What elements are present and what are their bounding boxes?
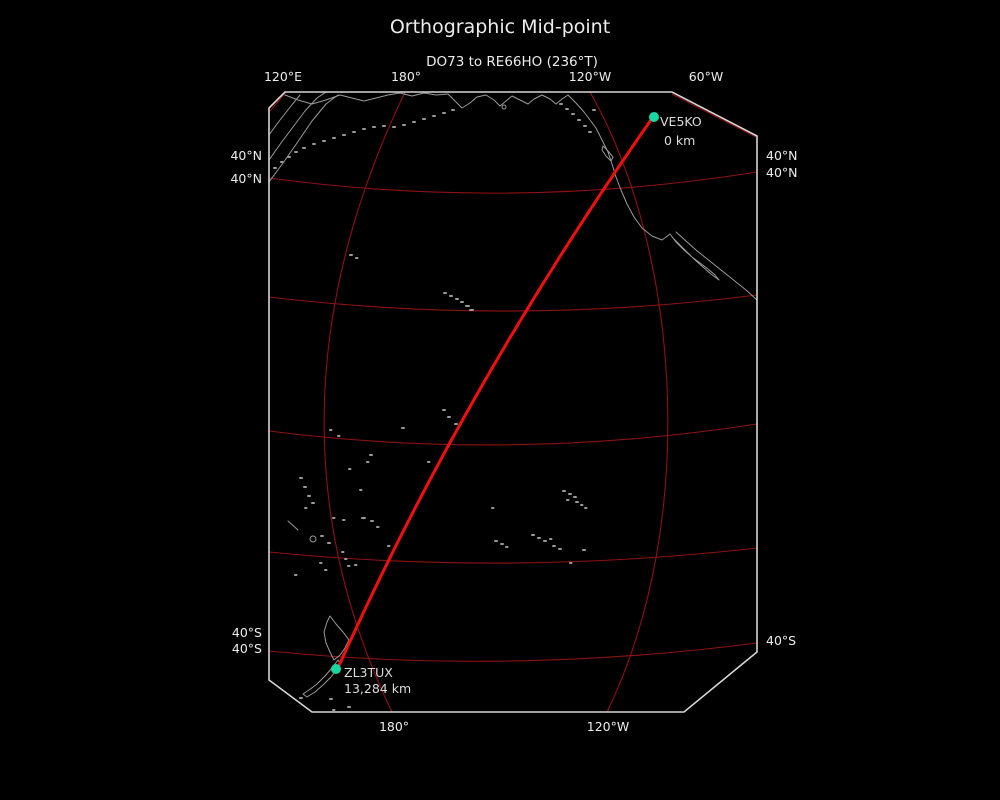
- axis-label-right-40n-a: 40°N: [766, 148, 798, 163]
- station-distance: 0 km: [664, 133, 695, 148]
- station-ve5ko: VE5KO 0 km: [649, 112, 702, 148]
- baja-peninsula: [669, 233, 720, 281]
- polynesia-dots: [494, 490, 588, 564]
- map-content: [269, 92, 757, 712]
- island-dots-layer: [273, 103, 596, 711]
- axis-label-right-40s: 40°S: [766, 633, 796, 648]
- station-marker-icon: [331, 664, 341, 674]
- coastline-layer: [269, 92, 757, 698]
- coastline-path: [567, 94, 597, 129]
- parallel-equator: [269, 423, 757, 446]
- kodiak-island: [501, 104, 507, 110]
- axis-label-bottom-180: 180°: [379, 719, 409, 734]
- se-alaska-dots: [559, 103, 596, 133]
- station-callsign: VE5KO: [660, 114, 702, 129]
- station-distance: 13,284 km: [344, 681, 411, 696]
- axis-label-top-120w: 120°W: [569, 69, 611, 84]
- meridian-120e: [269, 92, 287, 112]
- nz-outlier-dots: [299, 697, 351, 711]
- coastline-path: [269, 94, 339, 183]
- coastline-path: [269, 92, 327, 161]
- parallel-20s: [269, 547, 757, 564]
- coastline-path: [447, 93, 569, 109]
- axis-label-right-40n-b: 40°N: [766, 165, 798, 180]
- axis-label-left-40n-b: 40°N: [230, 171, 262, 186]
- meridian-120w: [589, 92, 669, 712]
- coastline-path: [269, 94, 301, 136]
- axis-label-top-180: 180°: [391, 69, 421, 84]
- station-callsign: ZL3TUX: [344, 665, 393, 680]
- axis-label-bottom-120w: 120°W: [587, 719, 629, 734]
- station-marker-icon: [649, 112, 659, 122]
- parallel-20n: [269, 294, 757, 312]
- coastline-path: [284, 92, 449, 105]
- axis-label-top-120e: 120°E: [264, 69, 302, 84]
- great-circle-path: [336, 115, 655, 670]
- route-subtitle: DO73 to RE66HO (236°T): [426, 54, 598, 70]
- hawaii-dots: [349, 254, 474, 311]
- axis-label-left-40s-a: 40°S: [232, 625, 262, 640]
- meridian-180: [323, 92, 406, 712]
- graticule-meridians: [269, 92, 757, 712]
- station-zl3tux: ZL3TUX 13,284 km: [331, 664, 411, 696]
- new-caledonia: [287, 520, 299, 531]
- coastline-path: [675, 231, 757, 301]
- parallel-40s: [269, 642, 757, 662]
- aleutian-chain-dots: [273, 109, 455, 169]
- parallel-40n: [269, 171, 757, 194]
- page-title: Orthographic Mid-point: [390, 16, 610, 38]
- nz-north-island: [323, 615, 350, 661]
- graticule-parallels: [269, 171, 757, 662]
- meridian-60w: [671, 93, 757, 138]
- axis-label-left-40s-b: 40°S: [232, 641, 262, 656]
- melanesia-dots: [294, 477, 391, 576]
- central-pacific-dots: [329, 409, 495, 509]
- vancouver-island: [601, 145, 614, 162]
- axis-label-top-60w: 60°W: [689, 69, 724, 84]
- map-frame: [268, 91, 758, 713]
- axis-label-left-40n-a: 40°N: [230, 148, 262, 163]
- fiji-island: [309, 535, 317, 543]
